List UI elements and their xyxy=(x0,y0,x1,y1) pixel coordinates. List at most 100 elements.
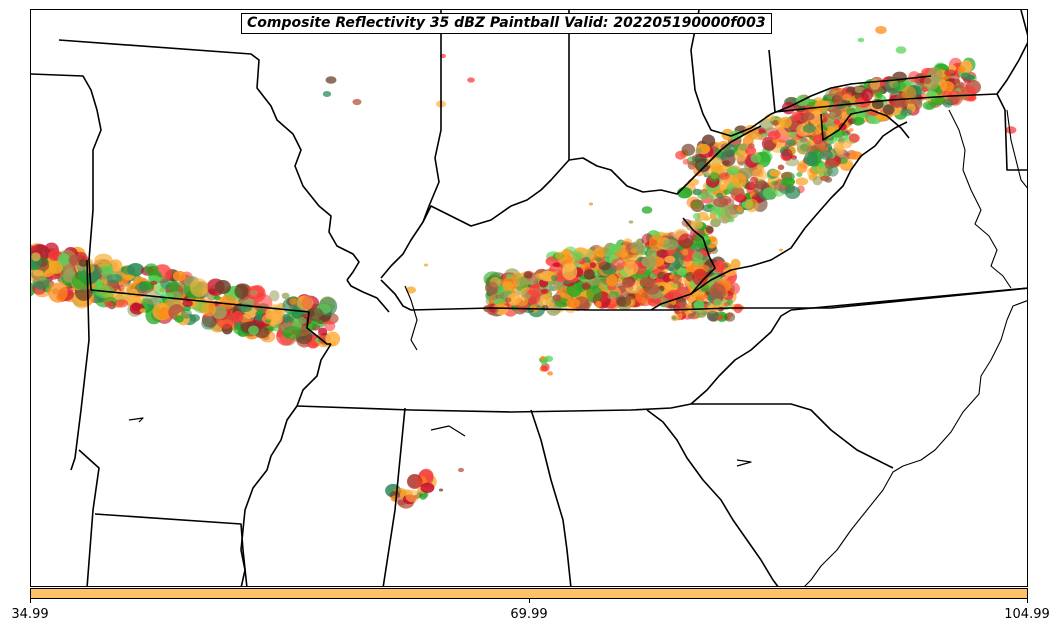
reflectivity-blob xyxy=(731,173,747,189)
reflectivity-blob xyxy=(562,263,578,281)
reflectivity-blob xyxy=(730,187,746,202)
reflectivity-blob xyxy=(756,164,764,170)
reflectivity-blob xyxy=(189,278,209,298)
reflectivity-blob xyxy=(686,302,692,309)
reflectivity-blob xyxy=(628,293,636,300)
reflectivity-blob xyxy=(710,218,721,228)
colorbar-tick-mid xyxy=(529,599,530,603)
reflectivity-blob xyxy=(795,177,809,186)
reflectivity-blob xyxy=(506,273,514,279)
reflectivity-blob xyxy=(785,158,800,167)
reflectivity-blob xyxy=(681,143,696,156)
reflectivity-blob xyxy=(802,124,816,133)
reflectivity-blob xyxy=(892,98,902,109)
reflectivity-blob xyxy=(674,310,680,314)
reflectivity-blob xyxy=(458,467,464,473)
reflectivity-blob xyxy=(573,250,584,262)
reflectivity-blob xyxy=(540,356,546,361)
river-mississippi xyxy=(240,343,332,586)
reflectivity-blob xyxy=(269,290,280,302)
lake-ar xyxy=(128,417,144,423)
reflectivity-blob xyxy=(760,132,768,138)
border-al-ga xyxy=(530,409,572,586)
colorbar-label-min: 34.99 xyxy=(11,607,49,622)
reflectivity-blob xyxy=(232,310,244,323)
border-ar-west xyxy=(70,259,90,471)
reflectivity-blob xyxy=(142,289,160,305)
coastline-delmarva xyxy=(1006,109,1027,189)
reflectivity-blob xyxy=(169,281,180,293)
reflectivity-blob xyxy=(967,95,976,102)
reflectivity-blob xyxy=(848,128,854,132)
reflectivity-blob xyxy=(785,139,797,147)
reflectivity-blob xyxy=(716,192,724,199)
reflectivity-blob xyxy=(581,282,591,290)
reflectivity-blob xyxy=(940,80,955,93)
reflectivity-blob xyxy=(189,314,201,322)
border-ks-mo xyxy=(31,73,102,291)
reflectivity-blob xyxy=(710,205,721,212)
reflectivity-blob xyxy=(407,474,423,490)
reflectivity-blob xyxy=(201,317,216,330)
reflectivity-blob xyxy=(954,78,961,84)
reflectivity-blob xyxy=(540,288,549,294)
reflectivity-blob xyxy=(588,202,594,206)
reflectivity-blob xyxy=(671,274,682,285)
border-ar-la xyxy=(78,449,100,586)
reflectivity-blob xyxy=(753,133,763,140)
reflectivity-blob xyxy=(723,302,730,307)
reflectivity-blob xyxy=(325,76,337,84)
reflectivity-blob xyxy=(957,65,966,74)
reflectivity-blob xyxy=(249,289,259,296)
reflectivity-blob xyxy=(405,286,417,294)
reflectivity-blob xyxy=(762,187,778,199)
reflectivity-blob xyxy=(724,203,740,219)
border-oh-wv xyxy=(690,10,932,137)
reflectivity-blob xyxy=(71,273,90,290)
reflectivity-blob xyxy=(767,130,781,140)
border-mo-ar xyxy=(90,289,331,345)
reflectivity-blob xyxy=(289,297,297,305)
chart-title: Composite Reflectivity 35 dBZ Paintball … xyxy=(241,13,772,34)
reflectivity-blob xyxy=(895,46,907,54)
border-mo-north xyxy=(58,39,360,281)
reflectivity-blob xyxy=(727,166,739,176)
reflectivity-blob xyxy=(144,263,159,275)
reflectivity-blob xyxy=(745,182,756,191)
lake-sc xyxy=(736,459,752,467)
reflectivity-blob xyxy=(750,153,762,164)
reflectivity-blob xyxy=(318,327,328,337)
reflectivity-blob xyxy=(843,152,851,157)
reflectivity-blob xyxy=(724,312,736,322)
reflectivity-blob xyxy=(129,288,138,297)
reflectivity-blob xyxy=(606,274,618,287)
colorbar-label-mid: 69.99 xyxy=(510,607,548,622)
colorbar-label-max: 104.99 xyxy=(1004,607,1050,622)
reflectivity-blob xyxy=(78,259,88,267)
reflectivity-blob xyxy=(730,258,741,269)
reflectivity-blob xyxy=(647,297,662,307)
reflectivity-blob xyxy=(708,172,720,182)
lake-kentucky xyxy=(404,285,418,351)
reflectivity-blob xyxy=(324,320,336,332)
reflectivity-blob xyxy=(835,145,845,155)
reflectivity-blob xyxy=(796,138,812,155)
reflectivity-blob xyxy=(961,72,971,80)
reflectivity-blob xyxy=(597,257,606,266)
reflectivity-blob xyxy=(1005,126,1017,134)
reflectivity-blob xyxy=(308,307,324,322)
reflectivity-blob xyxy=(682,158,689,165)
reflectivity-blob xyxy=(322,91,332,97)
reflectivity-blob xyxy=(648,234,665,251)
border-mo-il xyxy=(346,279,390,313)
reflectivity-blob xyxy=(727,217,735,223)
reflectivity-blob xyxy=(57,253,70,267)
reflectivity-blob xyxy=(615,248,628,259)
reflectivity-blob xyxy=(662,239,679,251)
state-borders xyxy=(31,10,1027,586)
reflectivity-blob xyxy=(541,361,548,367)
reflectivity-blob xyxy=(583,269,595,280)
reflectivity-blob xyxy=(296,295,314,311)
reflectivity-blob xyxy=(744,146,757,156)
reflectivity-blob xyxy=(781,148,793,161)
